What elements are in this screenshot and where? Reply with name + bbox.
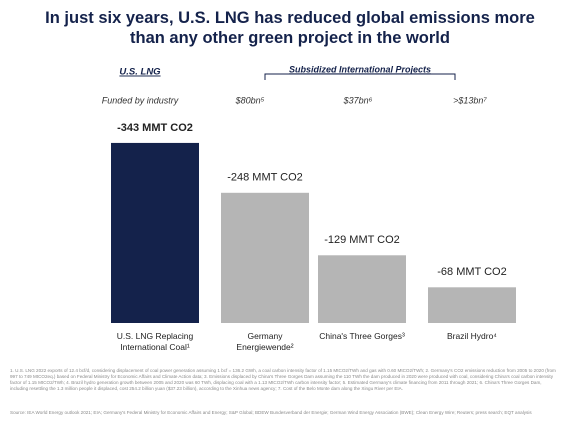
bracket bbox=[264, 73, 456, 80]
bar bbox=[428, 287, 516, 323]
data-label: -129 MMT CO2 bbox=[324, 234, 400, 246]
funding-label: $37bn⁶ bbox=[343, 95, 373, 105]
chart-title: In just six years, U.S. LNG has reduced … bbox=[45, 9, 535, 47]
data-label: -343 MMT CO2 bbox=[117, 122, 193, 134]
x-tick-label: Brazil Hydro⁴ bbox=[447, 331, 497, 341]
bar bbox=[221, 192, 309, 323]
funding-label: $80bn⁵ bbox=[235, 95, 265, 105]
funding-label: >$13bn⁷ bbox=[453, 95, 487, 105]
group-label: U.S. LNG bbox=[119, 67, 161, 78]
x-tick-label: China's Three Gorges³ bbox=[319, 331, 405, 341]
data-label: -248 MMT CO2 bbox=[227, 172, 303, 184]
funding-label: Funded by industry bbox=[102, 95, 179, 105]
group-label: Subsidized International Projects bbox=[289, 64, 431, 74]
bar bbox=[111, 142, 199, 323]
x-tick-label: U.S. LNG Replacing International Coal¹ bbox=[116, 331, 194, 352]
footnotes: 1. U.S. LNG 2022 exports of 12.4 bcf/d, … bbox=[10, 368, 556, 391]
bar bbox=[318, 255, 406, 323]
data-label: -68 MMT CO2 bbox=[437, 266, 506, 278]
x-tick-label: Germany Energiewende² bbox=[236, 331, 294, 352]
sources: Source: IEA World Energy outlook 2021; E… bbox=[10, 410, 532, 415]
